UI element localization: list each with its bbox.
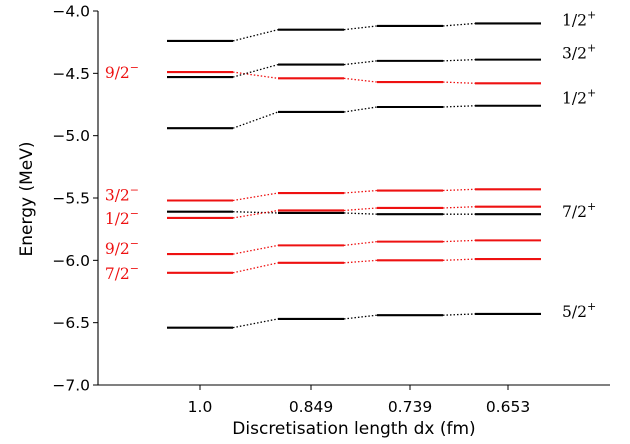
y-tick-label: −6.5 [52, 314, 90, 332]
y-tick-label: −7.0 [52, 377, 90, 395]
level-series [167, 312, 541, 329]
y-axis-title: Energy (MeV) [17, 142, 37, 257]
level-connector [442, 58, 476, 62]
level-connector [343, 240, 378, 247]
level-connector [442, 81, 476, 84]
level-connector [343, 212, 378, 215]
level-connector [232, 71, 279, 79]
x-tick-label: 0.849 [289, 398, 333, 416]
level-connector [343, 25, 378, 31]
level-connector [343, 207, 378, 212]
level-label: 9/2− [105, 237, 139, 258]
level-labels: 1/2+ 9/2− 3/2+ 1/2+ 3/2− 7/2+ 1/2− 9/2− 7/2− 5/2+ [105, 8, 596, 320]
x-axis-title: Discretisation length dx (fm) [232, 419, 475, 439]
x-tick-label: 0.653 [486, 398, 530, 416]
level-connector [343, 314, 378, 320]
level-connector [442, 313, 476, 316]
y-tick-label: −5.0 [52, 127, 90, 145]
level-connector [232, 209, 279, 219]
level-label: 7/2+ [562, 200, 596, 221]
level-series [167, 205, 541, 219]
y-tick-label: −4.5 [52, 65, 90, 83]
level-series [167, 188, 541, 202]
level-series [167, 71, 541, 85]
level-label: 1/2− [105, 207, 139, 228]
level-connector [343, 259, 378, 264]
x-tick-label: 1.0 [188, 398, 213, 416]
level-series [167, 239, 541, 256]
x-tick-label: 0.739 [388, 398, 432, 416]
y-tick-label: −6.0 [52, 252, 90, 270]
y-tick-label: −4.0 [52, 3, 90, 21]
level-connector [442, 258, 476, 261]
y-tick-label: −5.5 [52, 190, 90, 208]
energy-levels [167, 22, 541, 329]
level-connector [232, 318, 279, 329]
level-connector [232, 29, 279, 42]
level-label: 1/2+ [562, 8, 596, 29]
level-connector [232, 262, 279, 274]
y-axis: −7.0 −6.5 −6.0 −5.5 −5.0 −4.5 −4.0 [52, 3, 98, 395]
level-label: 1/2+ [562, 87, 596, 108]
x-axis: 1.0 0.849 0.739 0.653 [188, 385, 530, 416]
level-connector [232, 211, 279, 214]
level-connector [343, 77, 378, 83]
level-connector [232, 111, 279, 129]
level-connector [343, 106, 378, 113]
level-series [167, 104, 541, 130]
level-series [167, 210, 541, 216]
level-connector [442, 188, 476, 192]
level-label: 3/2+ [562, 42, 596, 63]
level-connector [442, 22, 476, 27]
level-connector [343, 60, 378, 66]
plot-area [97, 11, 610, 386]
level-series [167, 58, 541, 79]
level-connector [232, 63, 279, 78]
level-label: 5/2+ [562, 300, 596, 321]
level-connector [442, 105, 476, 108]
level-connector [442, 239, 476, 243]
level-label: 7/2− [105, 262, 139, 283]
level-series [167, 22, 541, 42]
level-connector [442, 206, 476, 209]
level-label: 9/2− [105, 61, 139, 82]
level-label: 3/2− [105, 183, 139, 204]
level-connector [232, 192, 279, 202]
level-connector [343, 189, 378, 194]
level-connector [232, 244, 279, 255]
level-series [167, 258, 541, 274]
